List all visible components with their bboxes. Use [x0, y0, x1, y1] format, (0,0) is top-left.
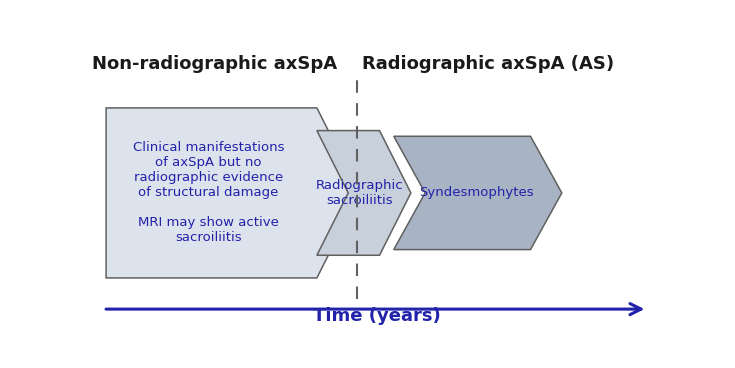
Text: Radiographic axSpA (AS): Radiographic axSpA (AS) — [362, 55, 614, 73]
Polygon shape — [106, 108, 359, 278]
Text: Non-radiographic axSpA: Non-radiographic axSpA — [92, 55, 337, 73]
Text: Radiographic
sacroiliitis: Radiographic sacroiliitis — [316, 179, 404, 207]
Polygon shape — [317, 131, 411, 255]
Text: Clinical manifestations
of axSpA but no
radiographic evidence
of structural dama: Clinical manifestations of axSpA but no … — [133, 141, 284, 244]
Text: Syndesmophytes: Syndesmophytes — [419, 187, 534, 199]
Text: Time (years): Time (years) — [313, 307, 440, 325]
Polygon shape — [394, 136, 562, 250]
